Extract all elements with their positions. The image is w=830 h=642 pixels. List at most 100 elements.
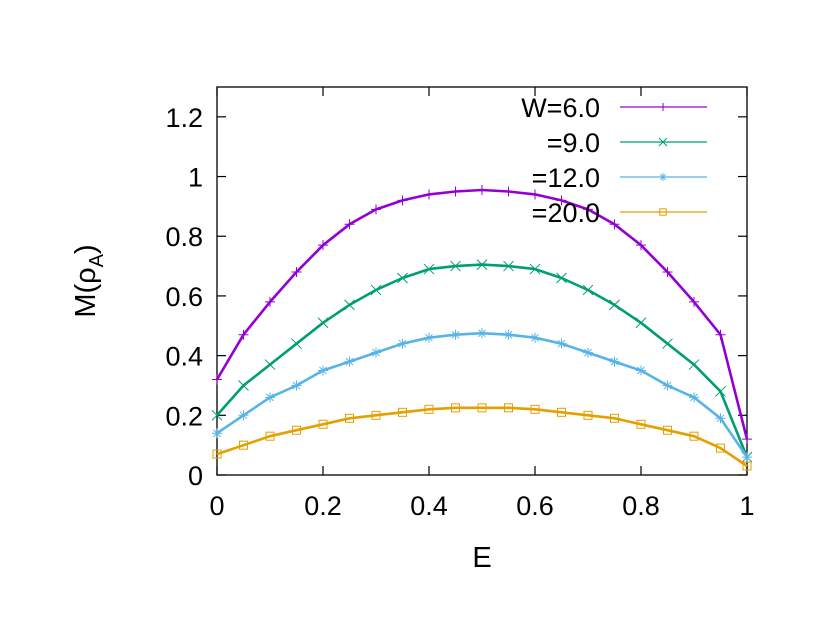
data-point: [239, 440, 248, 450]
data-point: [715, 329, 726, 340]
x-tick-label: 1: [739, 491, 754, 521]
data-point: [371, 410, 381, 420]
data-point: [345, 413, 354, 423]
data-point: [450, 186, 461, 197]
data-point: [451, 403, 460, 413]
y-axis-label-close: ): [70, 244, 102, 254]
data-point: [344, 299, 355, 311]
legend-marker: [658, 137, 668, 147]
data-point: [292, 425, 301, 435]
data-point: [424, 332, 434, 343]
data-point: [556, 338, 567, 349]
data-point: [609, 219, 620, 230]
y-tick-label: 0.4: [165, 342, 203, 372]
legend-label: =12.0: [532, 163, 600, 193]
legend-item: =9.0: [547, 128, 707, 158]
legend-item: =20.0: [532, 198, 707, 228]
legend-label: =9.0: [547, 128, 600, 158]
data-point: [318, 419, 328, 429]
data-point: [238, 329, 249, 340]
data-point: [477, 403, 487, 413]
plot-frame: [216, 86, 748, 476]
y-tick-label: 0.8: [165, 222, 203, 252]
data-point: [636, 240, 646, 251]
data-point: [742, 452, 752, 463]
data-point: [317, 317, 329, 329]
series-layer: [211, 184, 753, 471]
series-2: [211, 259, 753, 463]
x-tick-label: 0.4: [410, 491, 448, 521]
x-axis-label: E: [472, 542, 491, 574]
data-point: [238, 410, 249, 421]
data-point: [370, 284, 382, 296]
data-point: [424, 189, 434, 200]
data-point: [477, 184, 487, 195]
data-point: [529, 263, 541, 275]
data-point: [503, 260, 514, 272]
x-tick-label: 0.6: [516, 491, 554, 521]
data-point: [264, 359, 276, 370]
data-point: [715, 413, 726, 424]
series-line: [216, 263, 749, 458]
data-point: [398, 407, 407, 417]
data-point: [636, 419, 646, 429]
series-3: [212, 328, 752, 463]
data-point: [211, 409, 223, 421]
data-point: [688, 359, 700, 370]
data-point: [344, 219, 355, 230]
data-point: [715, 386, 726, 397]
data-point: [397, 338, 408, 349]
legend-marker: [659, 103, 667, 111]
data-point: [318, 240, 328, 251]
data-point: [291, 267, 302, 278]
x-tick-label: 0.8: [622, 491, 660, 521]
legend-marker: [659, 208, 667, 216]
data-point: [583, 347, 593, 358]
data-point: [556, 272, 567, 284]
y-tick-label: 0.2: [165, 401, 203, 431]
data-point: [371, 204, 381, 215]
ticks-layer: 0 0.2 0.4 0.6 0.8 1 0 0.2 0.4 0.6 0.8 1 1.2: [165, 87, 755, 521]
data-point: [662, 338, 673, 350]
series-line: [216, 406, 748, 468]
data-point: [424, 404, 434, 414]
legend: W=6.0 =9.0 =12.0 =20.0: [521, 93, 707, 228]
data-point: [742, 461, 752, 471]
data-point: [450, 329, 461, 340]
data-point: [530, 404, 540, 414]
data-point: [530, 332, 540, 343]
y-tick-label: 0: [188, 461, 203, 491]
data-point: [610, 413, 619, 423]
legend-marker: [659, 173, 667, 181]
data-point: [609, 299, 620, 311]
y-tick-label: 0.6: [165, 282, 203, 312]
data-point: [423, 263, 435, 275]
data-point: [689, 431, 699, 441]
data-point: [265, 296, 275, 307]
data-point: [583, 204, 593, 215]
x-tick-label: 0: [209, 491, 224, 521]
y-tick-label: 1.2: [165, 103, 203, 133]
data-point: [530, 189, 540, 200]
data-point: [716, 443, 725, 453]
data-point: [636, 365, 646, 376]
data-point: [504, 403, 513, 413]
series-1: [212, 184, 752, 445]
legend-item: W=6.0: [521, 93, 707, 123]
data-point: [476, 259, 488, 270]
x-tick-label: 0.2: [304, 491, 342, 521]
data-point: [583, 410, 593, 420]
data-point: [635, 317, 647, 329]
data-point: [397, 272, 408, 284]
data-point: [663, 425, 672, 435]
data-point: [265, 392, 275, 403]
data-point: [291, 380, 302, 391]
data-point: [662, 267, 673, 278]
data-point: [212, 428, 222, 439]
data-point: [291, 338, 302, 350]
data-point: [503, 329, 514, 340]
series-line: [215, 188, 749, 440]
data-point: [397, 195, 408, 206]
data-point: [371, 347, 381, 358]
